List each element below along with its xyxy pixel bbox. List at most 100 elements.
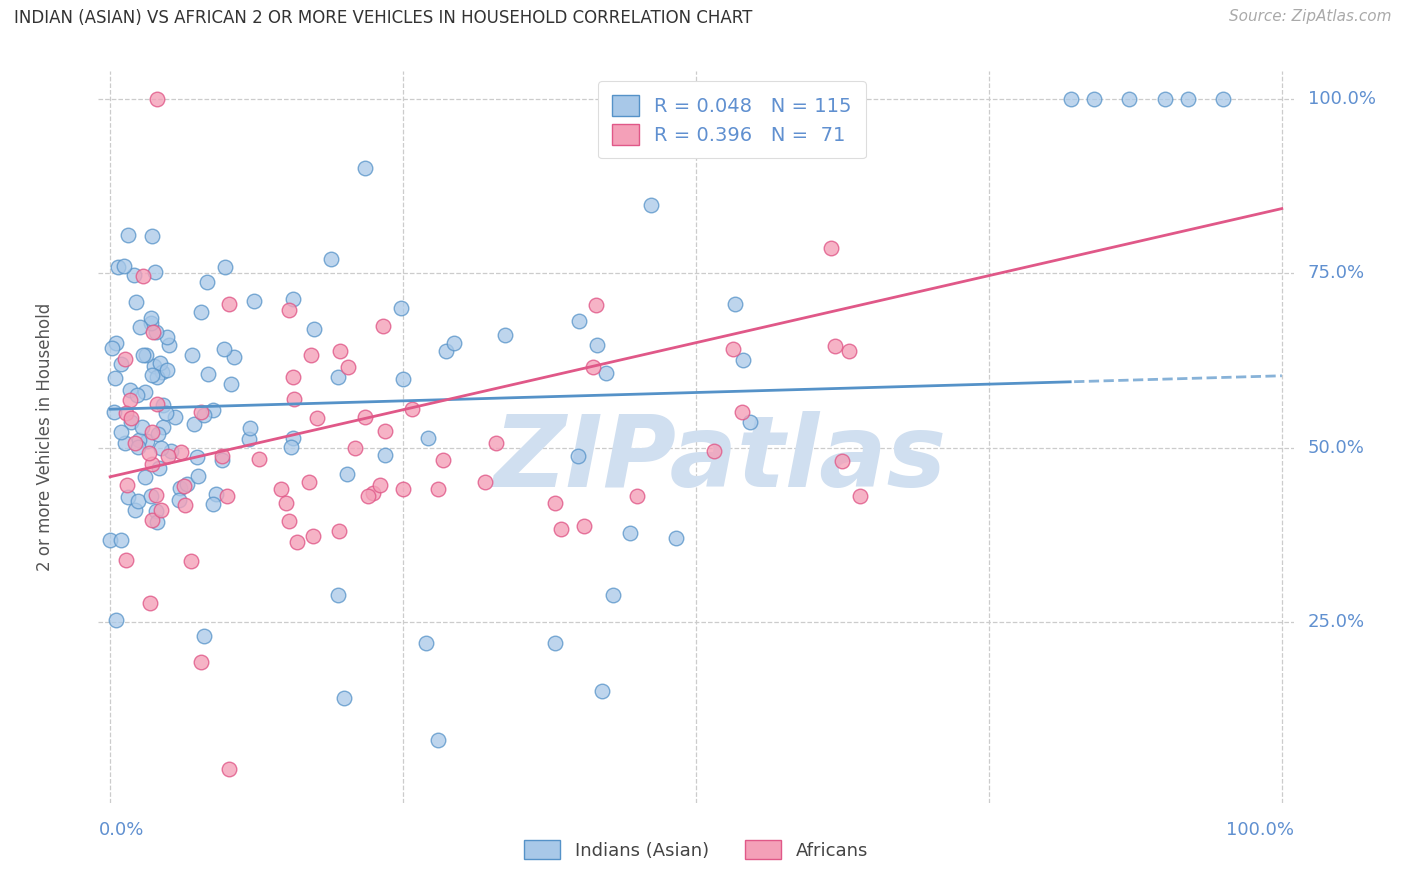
Point	[595, 366, 617, 380]
Point	[602, 588, 624, 602]
Point	[1177, 92, 1199, 106]
Point	[336, 467, 359, 481]
Point	[354, 161, 377, 176]
Point	[104, 335, 127, 350]
Point	[838, 344, 860, 359]
Point	[298, 475, 321, 490]
Point	[173, 479, 195, 493]
Point	[1153, 92, 1175, 106]
Point	[190, 404, 212, 418]
Point	[731, 352, 754, 367]
Text: 0.0%: 0.0%	[98, 821, 143, 839]
Point	[212, 342, 235, 356]
Point	[550, 523, 572, 537]
Point	[155, 330, 177, 344]
Point	[180, 554, 202, 568]
Point	[370, 478, 392, 492]
Point	[721, 343, 744, 357]
Point	[202, 497, 225, 511]
Point	[202, 403, 225, 417]
Point	[371, 318, 394, 333]
Point	[127, 388, 149, 402]
Point	[157, 337, 180, 351]
Point	[139, 316, 162, 330]
Point	[703, 444, 725, 458]
Point	[474, 475, 496, 490]
Text: ZIPatlas: ZIPatlas	[494, 410, 946, 508]
Point	[281, 292, 304, 306]
Point	[146, 515, 169, 529]
Point	[183, 417, 205, 432]
Point	[148, 356, 170, 370]
Point	[443, 335, 465, 350]
Point	[124, 436, 146, 450]
Point	[357, 489, 380, 503]
Point	[567, 449, 589, 463]
Point	[432, 453, 454, 467]
Point	[112, 259, 135, 273]
Point	[104, 371, 127, 385]
Point	[270, 482, 292, 496]
Point	[117, 490, 139, 504]
Point	[124, 502, 146, 516]
Point	[640, 198, 662, 212]
Point	[132, 348, 155, 362]
Point	[333, 691, 356, 706]
Point	[167, 493, 190, 508]
Point	[128, 433, 150, 447]
Point	[337, 359, 360, 374]
Point	[849, 489, 872, 503]
Text: 100.0%: 100.0%	[1226, 821, 1294, 839]
Point	[389, 301, 412, 316]
Point	[120, 411, 142, 425]
Point	[125, 295, 148, 310]
Point	[302, 322, 325, 336]
Point	[152, 398, 174, 412]
Point	[146, 370, 169, 384]
Point	[274, 496, 297, 510]
Point	[280, 440, 302, 454]
Point	[122, 268, 145, 283]
Point	[283, 431, 305, 445]
Point	[217, 489, 239, 503]
Point	[214, 260, 236, 275]
Point	[665, 531, 688, 545]
Point	[98, 533, 121, 547]
Point	[494, 328, 516, 343]
Point	[190, 305, 212, 319]
Point	[173, 499, 195, 513]
Point	[195, 275, 218, 289]
Point	[146, 397, 169, 411]
Point	[110, 425, 132, 439]
Point	[115, 406, 138, 420]
Point	[157, 449, 180, 463]
Point	[281, 370, 304, 384]
Point	[197, 367, 219, 381]
Text: 2 or more Vehicles in Household: 2 or more Vehicles in Household	[35, 303, 53, 571]
Point	[544, 496, 567, 510]
Point	[544, 635, 567, 649]
Point	[127, 440, 149, 454]
Point	[190, 655, 212, 669]
Point	[105, 614, 128, 628]
Point	[344, 442, 367, 456]
Point	[145, 265, 167, 279]
Point	[305, 410, 328, 425]
Point	[114, 435, 136, 450]
Point	[187, 468, 209, 483]
Point	[180, 347, 202, 361]
Point	[824, 339, 846, 353]
Point	[101, 341, 124, 355]
Point	[145, 488, 167, 502]
Point	[243, 293, 266, 308]
Point	[134, 385, 156, 400]
Point	[141, 425, 163, 439]
Point	[218, 762, 240, 776]
Point	[392, 483, 415, 497]
Point	[1118, 92, 1140, 106]
Point	[115, 553, 138, 567]
Point	[110, 357, 132, 371]
Point	[374, 448, 396, 462]
Text: Source: ZipAtlas.com: Source: ZipAtlas.com	[1229, 9, 1392, 24]
Point	[118, 392, 141, 407]
